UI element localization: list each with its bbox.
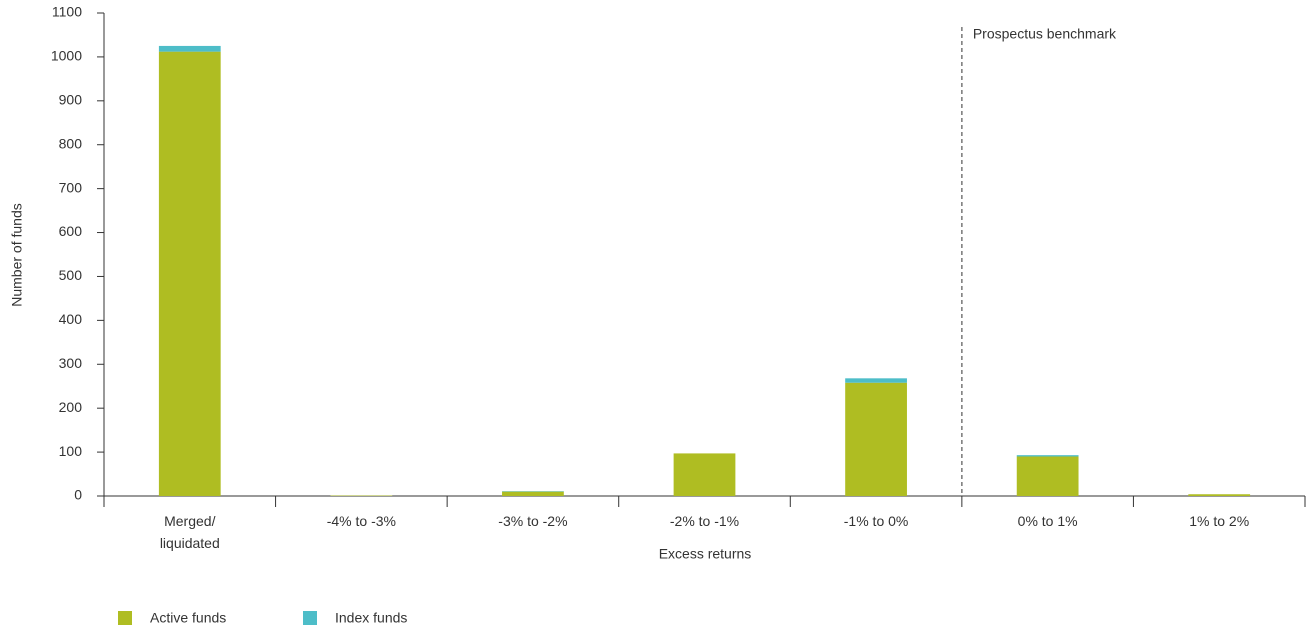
y-tick-label: 300 — [59, 355, 83, 371]
y-axis-label: Number of funds — [9, 203, 25, 307]
y-tick-label: 1000 — [51, 48, 82, 64]
bar-segment — [673, 453, 736, 496]
y-tick-label: 500 — [59, 267, 83, 283]
legend-swatch — [118, 611, 132, 625]
legend-swatch — [303, 611, 317, 625]
y-tick-label: 700 — [59, 179, 83, 195]
bar-segment — [158, 51, 221, 496]
y-tick-label: 200 — [59, 399, 83, 415]
x-axis-label: Excess returns — [659, 546, 752, 562]
bar-segment — [845, 382, 907, 496]
y-tick-label: 100 — [59, 443, 83, 459]
annotation: Prospectus benchmark — [973, 26, 1117, 42]
bar-segment — [1016, 456, 1079, 496]
bar-segment — [1016, 455, 1079, 457]
legend-label: Index funds — [335, 610, 407, 626]
y-tick-label: 400 — [59, 311, 83, 327]
x-tick-label: 1% to 2% — [1189, 513, 1250, 529]
x-tick-label: -1% to 0% — [843, 513, 909, 529]
bar-segment — [1188, 494, 1251, 496]
x-tick-label: -3% to -2% — [498, 513, 568, 529]
y-tick-label: 1100 — [52, 4, 82, 20]
legend-label: Active funds — [150, 610, 226, 626]
y-tick-label: 900 — [59, 92, 83, 108]
x-tick-label: -2% to -1% — [669, 513, 740, 529]
x-tick-label: 0% to 1% — [1017, 513, 1078, 529]
y-tick-label: 800 — [59, 135, 83, 151]
x-tick-label: Merged/ liquidated — [159, 513, 220, 551]
y-tick-label: 600 — [59, 223, 83, 239]
bar-segment — [158, 45, 221, 52]
bar-segment — [502, 491, 564, 496]
x-tick-label: -4% to -3% — [326, 513, 396, 529]
y-tick-label: 0 — [74, 487, 82, 503]
bar-segment — [845, 378, 907, 383]
